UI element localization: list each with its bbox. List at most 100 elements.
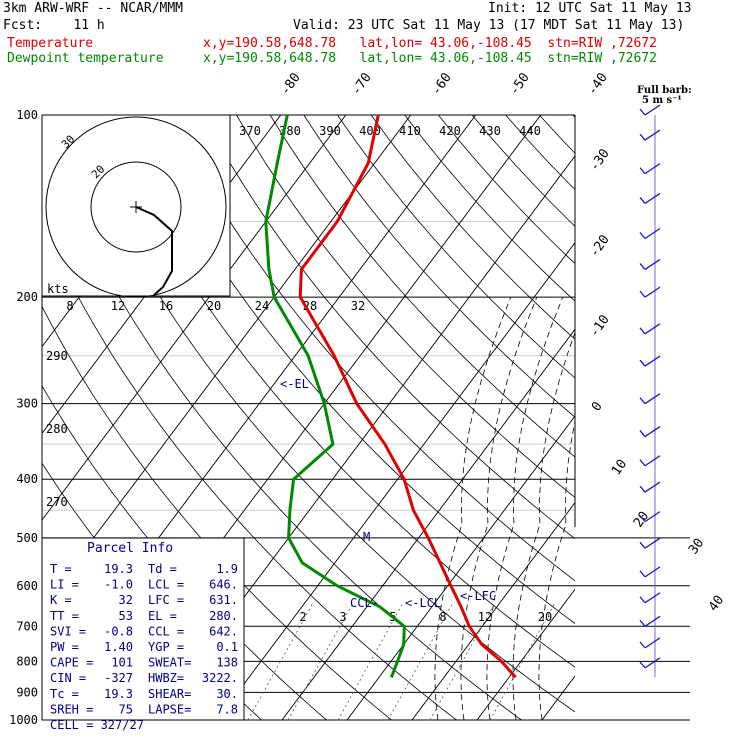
parcel-value-a-0: 19.3	[104, 562, 133, 576]
temperature-trace	[298, 115, 517, 679]
parcel-label-a-6: CAPE =	[50, 656, 93, 670]
theta-label-410: 410	[399, 124, 421, 138]
dry-adiabat-350	[202, 115, 575, 540]
theta-label-390: 390	[319, 124, 341, 138]
theta-label-370: 370	[239, 124, 261, 138]
parcel-value-a-8: 19.3	[104, 687, 133, 701]
theta-low-label-270: 270	[46, 495, 68, 509]
hodograph-axis-8: 8	[66, 299, 73, 313]
wind-barb-7	[644, 323, 661, 335]
parcel-value-b-0: 1.9	[216, 562, 238, 576]
wind-barb-flag-1	[639, 133, 646, 141]
mixing-ratio-line-3	[287, 602, 354, 721]
hodograph-axis-20: 20	[207, 299, 221, 313]
mixing-ratio-label-12: 12	[478, 610, 492, 624]
parcel-label-a-1: LI =	[50, 578, 79, 592]
parcel-label-a-9: SREH =	[50, 702, 93, 716]
wind-barb-flag-6	[639, 290, 646, 298]
pressure-label-300: 300	[16, 397, 38, 411]
wind-barb-13	[644, 511, 661, 523]
dry-adiabat-360	[236, 115, 575, 498]
isotherm-40	[607, 115, 740, 720]
isotherm--60	[42, 115, 412, 608]
parcel-label-b-8: SHEAR=	[148, 687, 191, 701]
wind-barb-1	[644, 129, 661, 141]
parcel-label-a-4: SVI =	[50, 624, 86, 638]
hodograph-axis-24: 24	[255, 299, 269, 313]
ccl-annotation: CCL-	[350, 596, 379, 610]
isotherm-20	[476, 588, 575, 720]
pressure-label-700: 700	[16, 619, 38, 633]
mixing-ratio-line-8	[387, 602, 454, 721]
dry-adiabat-460	[572, 115, 575, 118]
wind-barb-3	[644, 192, 661, 204]
mixing-ratio-line-2	[247, 602, 314, 721]
mixing-ratio-label-8: 8	[439, 610, 446, 624]
theta-low-label-280: 280	[46, 422, 68, 436]
wind-barb-flag-9	[639, 397, 646, 405]
parcel-label-a-5: PW =	[50, 640, 79, 654]
wind-barb-6	[644, 286, 661, 298]
pressure-label-500: 500	[16, 531, 38, 545]
moist-adiabat-1	[460, 296, 538, 720]
wind-barb-9	[644, 393, 661, 405]
wind-barb-flag-2	[639, 167, 646, 175]
dry-adiabat-450	[539, 115, 575, 154]
isotherm--20	[216, 241, 575, 720]
pressure-label-200: 200	[16, 290, 38, 304]
wind-barb-0	[644, 104, 661, 116]
hodograph-ring-1	[90, 161, 182, 253]
isotherm-10	[411, 501, 575, 720]
parcel-value-a-7: -327	[104, 671, 133, 685]
parcel-label-b-6: SWEAT=	[148, 656, 191, 670]
dry-adiabat-390	[337, 115, 575, 379]
wind-barb-flag-19	[639, 661, 646, 669]
wind-barb-flag-8	[639, 359, 646, 367]
dry-adiabat-440	[505, 115, 575, 191]
parcel-value-b-4: 642.	[209, 624, 238, 638]
parcel-cell: CELL = 327/27	[50, 718, 144, 732]
wind-barb-16	[644, 592, 661, 604]
parcel-value-a-6: 101	[111, 656, 133, 670]
wind-legend-value: 5 m s⁻¹	[642, 95, 682, 106]
forecast-hour: Fcst: 11 h	[3, 18, 105, 33]
pressure-label-600: 600	[16, 579, 38, 593]
theta-label-430: 430	[479, 124, 501, 138]
parcel-value-a-2: 32	[119, 593, 133, 607]
wind-barb-flag-13	[639, 515, 646, 523]
wind-barb-4	[644, 227, 661, 240]
pressure-label-900: 900	[16, 685, 38, 699]
parcel-value-a-9: 75	[119, 702, 133, 716]
isotherm-0	[346, 415, 575, 720]
parcel-value-b-6: 138	[216, 656, 238, 670]
dry-adiabat-430	[471, 115, 575, 227]
parcel-label-b-2: LFC =	[148, 593, 184, 607]
parcel-label-a-7: CIN =	[50, 671, 86, 685]
m-annotation: M	[363, 530, 370, 544]
mixing-ratio-line-5	[337, 602, 404, 721]
moist-adiabat-3	[512, 331, 575, 720]
theta-low-label-290: 290	[46, 349, 68, 363]
moist-adiabat-0	[434, 296, 512, 720]
wind-barb-flag-17	[639, 619, 646, 627]
parcel-label-b-5: YGP =	[148, 640, 184, 654]
wind-barb-15	[644, 566, 661, 578]
isotherm--70	[42, 115, 347, 521]
pressure-label-800: 800	[16, 654, 38, 668]
parcel-value-b-7: 3222.	[202, 671, 238, 685]
valid-time: Valid: 23 UTC Sat 11 May 13 (17 MDT Sat …	[293, 18, 685, 33]
parcel-value-b-9: 7.8	[216, 702, 238, 716]
wind-barb-flag-11	[639, 459, 646, 467]
isotherm--10	[281, 328, 575, 720]
isotherm-label--20: -20	[587, 232, 613, 260]
dewpoint-trace	[264, 115, 406, 678]
wind-barb-11	[644, 455, 661, 467]
dry-adiabat-470	[607, 115, 740, 720]
parcel-info-box	[41, 537, 245, 721]
wind-barb-14	[644, 537, 661, 549]
parcel-value-a-5: 1.40	[104, 640, 133, 654]
mixing-ratio-line-12	[429, 602, 496, 721]
parcel-value-a-4: -0.8	[104, 624, 133, 638]
isotherm-label-40: 40	[706, 593, 727, 614]
hodograph-units: kts	[47, 282, 69, 296]
